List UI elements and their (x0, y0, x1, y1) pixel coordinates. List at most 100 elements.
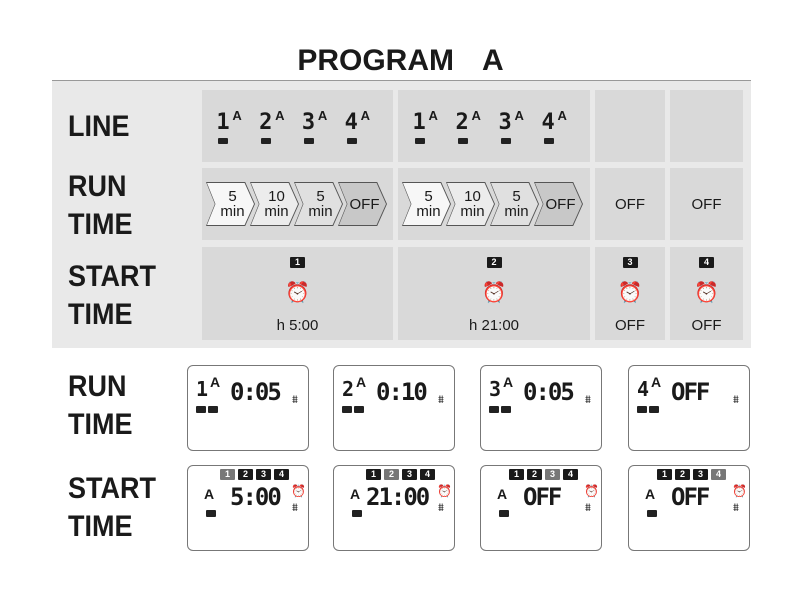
line-tag-icon (346, 138, 357, 144)
prog-tag-icon (501, 406, 511, 413)
alarm-clock-icon: ⏰ (437, 484, 452, 498)
line-tag-icon (489, 406, 499, 413)
lcd-start-badge: 4 (563, 469, 578, 480)
run-time-cell: OFF (595, 168, 665, 240)
run-time-cell: OFF (670, 168, 743, 240)
alarm-clock-icon: ⏰ (694, 281, 719, 304)
program-letter: A (471, 108, 481, 123)
prog-tag-icon (647, 510, 657, 517)
run-time-value: 5 (424, 188, 433, 205)
page-title: PROGRAM A (0, 44, 801, 78)
lcd-start-display: OFF (671, 483, 710, 511)
line-number: 1 (412, 110, 426, 135)
line-cell (595, 90, 665, 162)
start-time-cell: 4 ⏰ OFF (670, 247, 743, 340)
program-letter: A (557, 108, 567, 123)
lcd-program-letter: A (204, 486, 215, 502)
run-time-unit: min (460, 203, 485, 220)
program-letter: A (275, 108, 285, 123)
run-time-step: OFF (338, 182, 387, 226)
alarm-clock-icon: ⏰ (291, 484, 306, 498)
lcd-line-number: 2 (342, 377, 355, 401)
lcd-program-letter: A (645, 486, 656, 502)
label-start-time-lcd: START TIME (68, 470, 156, 546)
run-time-value: 5 (512, 188, 521, 205)
sprinkler-icon: ⩩ (292, 394, 298, 406)
lcd-start-badge: 1 (509, 469, 524, 480)
lcd-run-time: 4 A OFF ⩩ (628, 365, 750, 451)
start-time-cell: 2 ⏰ h 21:00 (398, 247, 590, 340)
start-time-value: OFF (691, 317, 722, 334)
line-number: 1 (216, 110, 230, 135)
label-start-time: START TIME (68, 258, 156, 334)
label-start: START (68, 472, 156, 505)
lcd-line-number: 3 (489, 377, 502, 401)
sprinkler-icon: ⩩ (733, 502, 739, 514)
run-time-step: 5 min (490, 182, 539, 226)
run-time-value: 5 (316, 188, 325, 205)
lcd-run-display: OFF (671, 378, 710, 406)
lcd-start-badge: 3 (256, 469, 271, 480)
label-time: TIME (68, 208, 133, 241)
label-time: TIME (68, 298, 133, 331)
sprinkler-icon: ⩩ (438, 502, 444, 514)
sprinkler-icon: ⩩ (438, 394, 444, 406)
run-time-step: 5 min (402, 182, 451, 226)
prog-tag-icon (499, 510, 509, 517)
program-letter: A (317, 108, 328, 123)
line-tag-icon (218, 138, 229, 144)
line-number: 3 (498, 110, 512, 135)
line-tag-icon (543, 138, 554, 144)
lcd-program-letter: A (503, 374, 514, 390)
prog-tag-icon (206, 510, 216, 517)
alarm-clock-icon: ⏰ (617, 281, 643, 304)
lcd-start-badge: 1 (366, 469, 381, 480)
program-letter: A (428, 108, 438, 123)
start-time-value: h 5:00 (276, 317, 319, 334)
line-tag-icon (457, 138, 468, 144)
label-time: TIME (68, 510, 133, 543)
run-time-step: 10 min (250, 182, 299, 226)
run-time-step: 10 min (446, 182, 495, 226)
lcd-start-badge: 2 (238, 469, 253, 480)
lcd-start-badge: 2 (527, 469, 542, 480)
lcd-program-letter: A (356, 374, 367, 390)
line-number: 2 (259, 110, 273, 135)
title-program: A (482, 44, 504, 77)
sprinkler-icon: ⩩ (585, 502, 591, 514)
prog-tag-icon (352, 510, 362, 517)
lcd-start-badge: 3 (545, 469, 560, 480)
line-number: 4 (541, 110, 555, 135)
line-tag-icon (414, 138, 425, 144)
sprinkler-icon: ⩩ (292, 502, 298, 514)
line-tag-icon (303, 138, 314, 144)
label-line: LINE (68, 110, 130, 143)
run-time-step: OFF (534, 182, 583, 226)
run-time-unit: min (504, 203, 529, 220)
alarm-clock-icon: ⏰ (285, 281, 310, 304)
lcd-start-badge: 4 (274, 469, 289, 480)
start-number-badge: 2 (486, 257, 502, 268)
line-tag-icon (500, 138, 511, 144)
lcd-start-badge: 1 (220, 469, 235, 480)
line-number: 3 (301, 110, 316, 135)
prog-tag-icon (208, 406, 218, 413)
alarm-clock-icon: ⏰ (732, 484, 747, 498)
lcd-run-time: 2 A 0:10 ⩩ (333, 365, 455, 451)
line-tag-icon (637, 406, 647, 413)
lcd-run-display: 0:05 (230, 378, 282, 406)
lcd-run-time: 1 A 0:05 ⩩ (187, 365, 309, 451)
alarm-clock-icon: ⏰ (584, 484, 599, 498)
lcd-line-number: 4 (637, 377, 650, 401)
